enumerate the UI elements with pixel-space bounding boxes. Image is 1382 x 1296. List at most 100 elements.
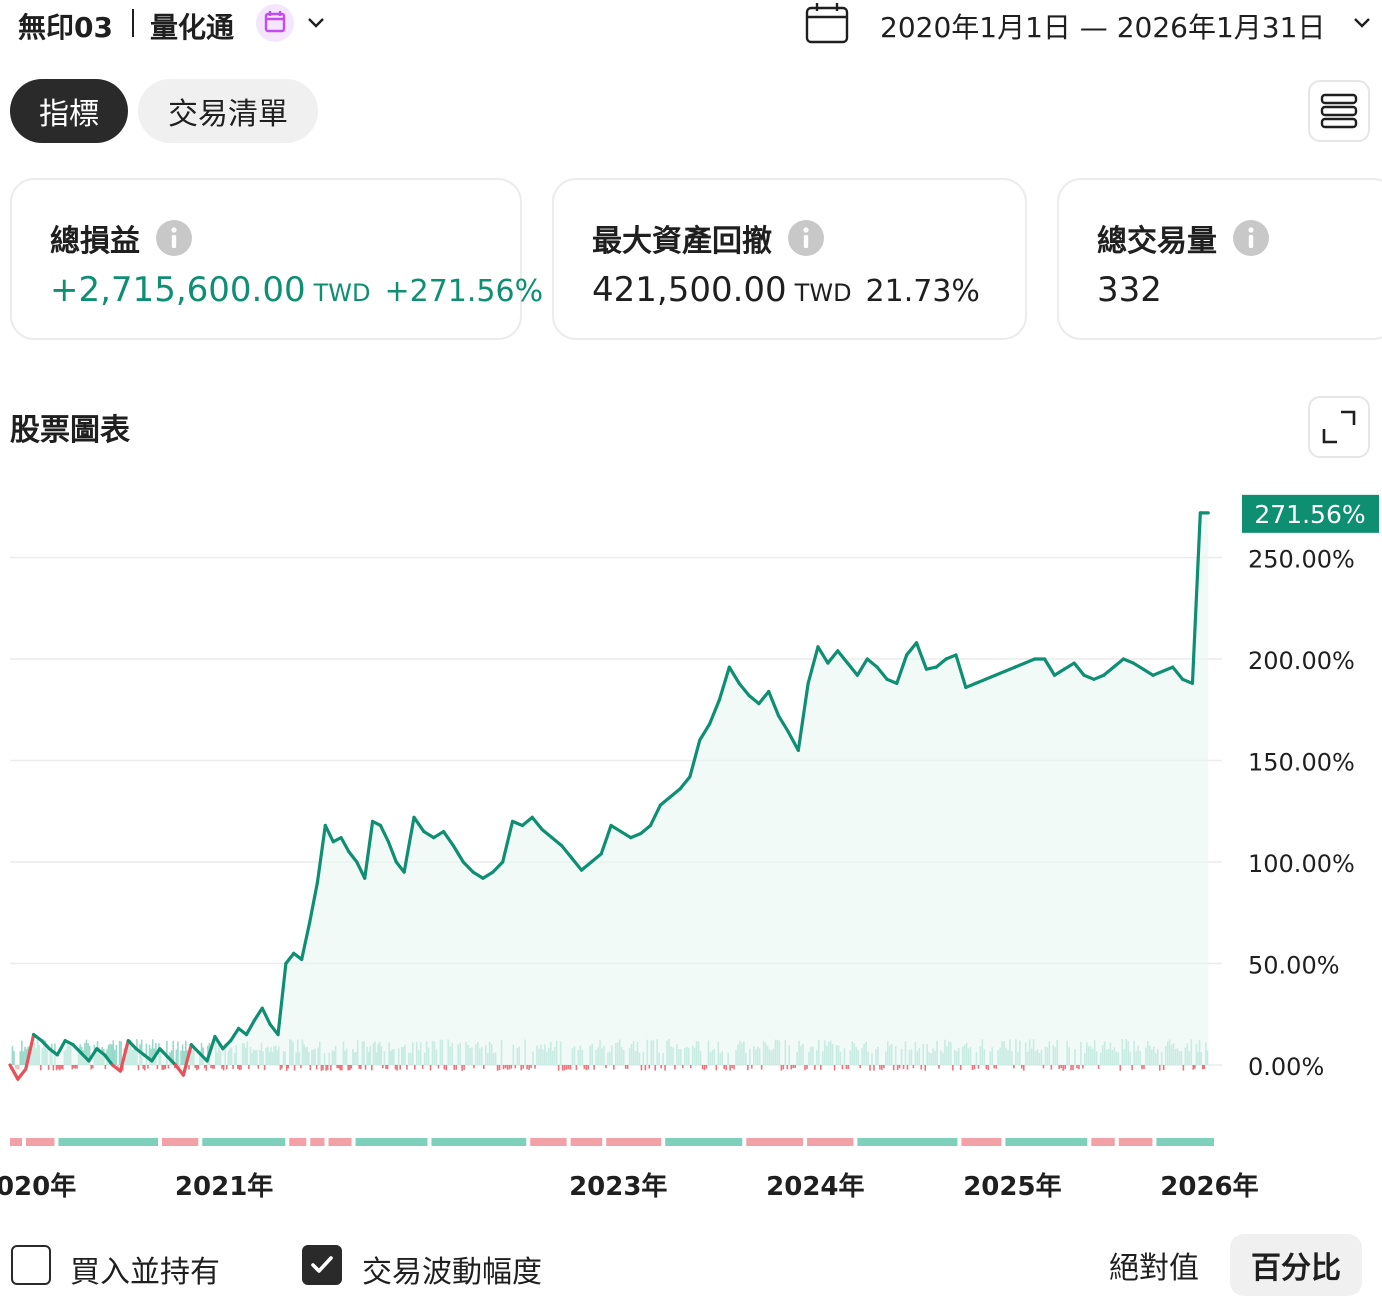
volatility-bar <box>211 1065 214 1069</box>
volatility-bar <box>455 1065 457 1070</box>
equity-line-segment <box>16 1067 28 1081</box>
percent-mode-button[interactable]: 百分比 <box>1230 1234 1362 1296</box>
volatility-bar <box>1158 1065 1161 1071</box>
tab-trade-list[interactable]: 交易清單 <box>138 79 318 143</box>
equity-line-segment <box>150 1047 162 1063</box>
x-tick-label: 2024年 <box>766 1171 864 1202</box>
calendar-icon[interactable] <box>804 2 850 44</box>
period-segment <box>665 1138 743 1146</box>
chevron-down-icon[interactable] <box>1350 10 1374 34</box>
volatility-bar <box>1182 1065 1185 1071</box>
equity-line-segment <box>579 860 593 872</box>
volatility-bar <box>60 1065 63 1069</box>
volatility-bar <box>881 1065 883 1070</box>
volatility-bar <box>221 1065 223 1069</box>
tab-metrics[interactable]: 指標 <box>10 79 128 143</box>
volatility-bar <box>782 1065 785 1070</box>
total-pnl-card: 總損益 +2,715,600.00 TWD +271.56% <box>10 178 543 340</box>
volatility-checkbox[interactable] <box>302 1245 342 1285</box>
equity-line-segment <box>47 1047 59 1057</box>
equity-line-segment <box>934 657 948 669</box>
volatility-bar <box>593 1065 595 1070</box>
period-segment <box>570 1138 603 1146</box>
header-divider <box>132 9 134 37</box>
equity-line-segment <box>252 1006 264 1022</box>
volatility-bar <box>522 1065 524 1069</box>
buy-hold-label[interactable]: 買入並持有 <box>70 1255 220 1290</box>
volatility-bar <box>150 1048 152 1065</box>
volatility-bar <box>644 1065 647 1071</box>
equity-line-segment <box>905 641 919 657</box>
fullscreen-button[interactable] <box>1308 396 1370 458</box>
volatility-bar <box>1062 1065 1064 1071</box>
absolute-mode-button[interactable]: 絕對值 <box>1109 1251 1199 1286</box>
volatility-bar <box>624 1065 627 1069</box>
volatility-bar <box>1042 1065 1045 1069</box>
volatility-bar <box>170 1050 173 1065</box>
volatility-bar <box>502 1065 505 1070</box>
volatility-bar <box>225 1065 228 1070</box>
expand-icon <box>1322 410 1356 444</box>
calendar-badge-icon[interactable] <box>256 4 294 42</box>
volatility-bar <box>664 1065 666 1071</box>
info-icon[interactable] <box>156 220 192 256</box>
volatility-bar <box>87 1043 89 1065</box>
volatility-bar <box>382 1065 384 1069</box>
volatility-bar <box>971 1065 974 1071</box>
volatility-label[interactable]: 交易波動幅度 <box>362 1255 542 1290</box>
equity-line-segment <box>599 823 613 856</box>
equity-line-segment <box>1180 677 1195 685</box>
volatility-bar <box>703 1065 706 1071</box>
volatility-bar <box>414 1065 416 1070</box>
equity-line-segment <box>678 775 692 791</box>
volatility-bar <box>181 1044 184 1065</box>
y-tick-label: 100.00% <box>1248 850 1355 878</box>
volatility-bar <box>443 1065 446 1070</box>
equity-line-segment <box>658 795 672 807</box>
volatility-bar <box>892 1065 895 1071</box>
volatility-bar <box>110 1044 113 1065</box>
equity-line-segment <box>1121 657 1135 665</box>
buy-hold-checkbox[interactable] <box>11 1245 51 1285</box>
last-value-badge <box>1242 494 1379 533</box>
volatility-bar <box>605 1065 607 1069</box>
volatility-bar <box>733 1065 735 1070</box>
equity-line-segment <box>1171 665 1185 681</box>
equity-line-segment <box>737 681 751 698</box>
period-segment <box>961 1138 1002 1146</box>
volatility-bar <box>453 1065 456 1070</box>
volatility-bar <box>563 1065 566 1071</box>
volatility-bar <box>279 1065 282 1071</box>
info-icon[interactable] <box>788 220 824 256</box>
equity-chart[interactable]: 250.00% 200.00% 150.00% 100.00% 50.00% 0.00% 2… <box>0 470 1382 1210</box>
volatility-bar <box>1022 1065 1025 1071</box>
equity-line-segment <box>197 1051 209 1063</box>
date-range[interactable]: 2020年1月1日 — 2026年1月31日 <box>880 11 1326 44</box>
volatility-bar <box>833 1065 836 1071</box>
info-icon[interactable] <box>1233 220 1269 256</box>
list-menu-button[interactable] <box>1308 80 1370 142</box>
max-drawdown-title: 最大資產回撤 <box>592 224 772 259</box>
period-segment <box>1156 1138 1214 1146</box>
chevron-down-icon[interactable] <box>304 10 328 34</box>
volatility-bar <box>1050 1065 1053 1070</box>
equity-line-segment <box>491 860 505 874</box>
volatility-bar <box>341 1065 343 1071</box>
card-title: 最大資產回撤 <box>592 216 824 260</box>
volatility-bar <box>167 1065 170 1069</box>
volatility-bar <box>222 1065 225 1071</box>
equity-line-segment <box>260 1006 272 1027</box>
currency-unit: TWD <box>313 279 371 307</box>
volatility-bar <box>104 1065 107 1070</box>
max-drawdown-value: 421,500.00 <box>592 270 787 310</box>
volatility-bar <box>660 1065 662 1069</box>
equity-line-segment <box>1131 661 1145 671</box>
equity-line-segment <box>510 819 524 828</box>
volatility-bar <box>148 1044 151 1065</box>
volatility-bar <box>210 1065 212 1069</box>
volatility-bar <box>347 1065 349 1071</box>
volatility-bar <box>22 1051 25 1065</box>
total-pnl-value-row: +2,715,600.00 TWD +271.56% <box>50 270 543 310</box>
equity-line-segment <box>668 787 682 799</box>
equity-line-segment <box>276 961 288 1037</box>
